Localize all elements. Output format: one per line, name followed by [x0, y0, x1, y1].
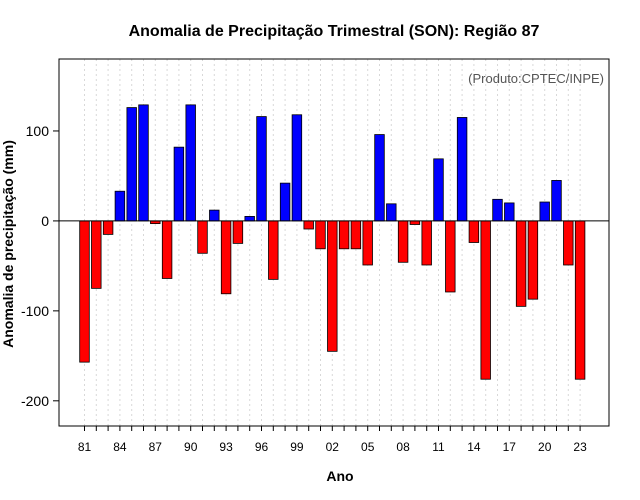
bar-1985: [126, 107, 137, 222]
x-tick-label: 90: [184, 440, 198, 454]
bar-2016: [492, 198, 503, 222]
bar-2015: [480, 220, 491, 380]
x-tick-label: 87: [149, 440, 163, 454]
bar-1996: [256, 116, 267, 222]
bar-1984: [114, 190, 126, 222]
bar-1982: [91, 220, 102, 289]
grid-lines: [84, 59, 581, 426]
bar-1988: [161, 220, 173, 279]
bar-2009: [409, 220, 421, 225]
x-tick-label: 96: [255, 440, 269, 454]
bar-1993: [220, 220, 232, 295]
bar-2000: [303, 220, 314, 230]
bar-1989: [173, 146, 185, 222]
x-tick-label: 99: [290, 440, 304, 454]
bar-2021: [551, 180, 562, 222]
y-tick-label: 100: [26, 123, 50, 139]
x-tick-label: 81: [78, 440, 92, 454]
bar-2018: [515, 220, 527, 307]
bar-1995: [244, 216, 255, 222]
bar-2010: [421, 220, 432, 266]
chart-title: Anomalia de Precipitação Trimestral (SON…: [129, 23, 540, 40]
x-tick-label: 14: [467, 440, 481, 454]
y-axis: 100 0 -100 -200: [21, 123, 59, 409]
bar-2007: [386, 203, 397, 222]
x-tick-label: 20: [538, 440, 552, 454]
bar-2008: [397, 220, 409, 263]
bar-series: [79, 104, 586, 380]
x-axis: 81 84 87 90 93 96 99 02 05 08 11 14 17 20 23: [78, 426, 587, 454]
bar-2003: [338, 220, 350, 250]
x-tick-label: 08: [396, 440, 410, 454]
bar-2004: [350, 220, 362, 250]
source-annotation: (Produto:CPTEC/INPE): [468, 71, 604, 86]
bar-2002: [327, 220, 338, 352]
x-tick-label: 84: [113, 440, 127, 454]
x-tick-label: 11: [432, 440, 445, 454]
x-tick-label: 93: [219, 440, 233, 454]
bar-2014: [468, 220, 480, 243]
bar-1991: [197, 220, 208, 254]
y-axis-title: Anomalia de precipitação (mm): [0, 140, 16, 348]
bar-2006: [374, 134, 385, 222]
x-tick-label: 05: [361, 440, 375, 454]
x-tick-label: 02: [326, 440, 340, 454]
bar-1992: [209, 209, 220, 222]
bar-1998: [279, 182, 291, 222]
bar-2017: [504, 202, 515, 222]
y-tick-label: 0: [41, 213, 49, 229]
y-tick-label: -100: [21, 303, 49, 319]
bar-2022: [563, 220, 574, 266]
x-tick-label: 17: [503, 440, 517, 454]
bar-1986: [138, 104, 149, 222]
bar-2020: [539, 201, 550, 222]
bar-2005: [362, 220, 373, 266]
bar-2001: [315, 220, 326, 250]
bar-2019: [527, 220, 539, 300]
bar-2011: [433, 158, 444, 222]
bar-1981: [79, 220, 90, 363]
bar-1997: [268, 220, 279, 280]
bar-1983: [102, 220, 114, 235]
bar-2023: [574, 220, 586, 380]
bar-2012: [445, 220, 456, 293]
bar-1990: [185, 104, 196, 222]
y-tick-label: -200: [21, 393, 49, 409]
bar-2013: [456, 117, 468, 222]
bar-1999: [291, 114, 303, 222]
x-tick-label: 23: [573, 440, 587, 454]
bar-1994: [232, 220, 244, 244]
plot-area-frame: [58, 58, 610, 427]
x-axis-title: Ano: [326, 468, 353, 484]
